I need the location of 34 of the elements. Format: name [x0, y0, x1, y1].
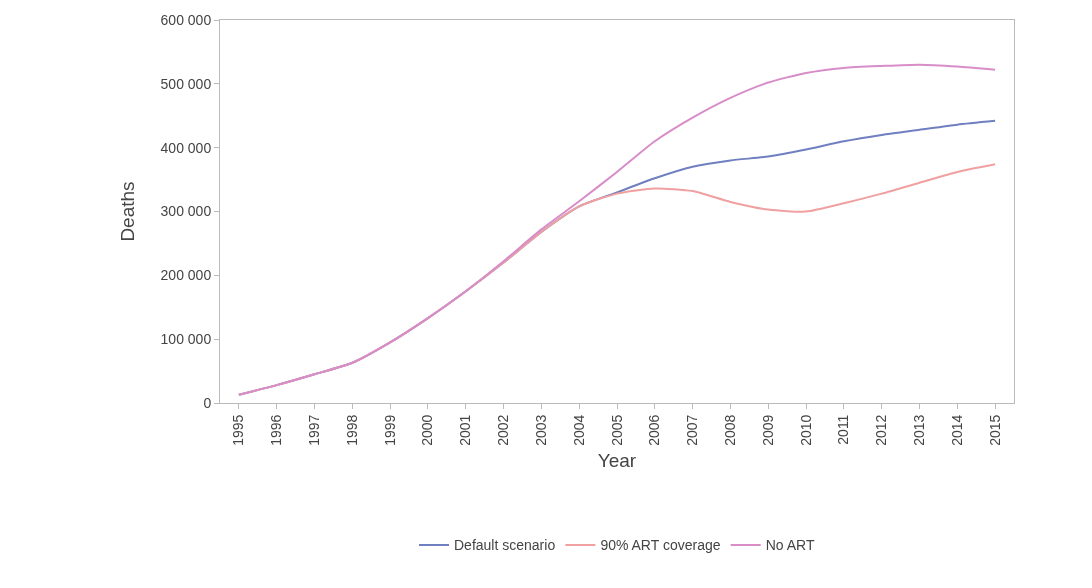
y-tick-label: 600 000 [160, 11, 212, 28]
x-tick-label: 1999 [381, 414, 398, 446]
x-tick-label: 2004 [570, 414, 587, 446]
y-tick-label: 400 000 [160, 139, 212, 156]
x-tick-label: 2013 [911, 414, 928, 446]
x-tick-label: 2003 [532, 414, 549, 446]
x-tick-label: 2000 [419, 414, 436, 446]
y-tick-label: 200 000 [160, 267, 212, 284]
legend-label: Default scenario [454, 537, 556, 554]
x-tick-label: 2005 [608, 414, 625, 446]
x-tick-label: 2002 [495, 414, 512, 446]
x-tick-label: 2012 [873, 414, 890, 446]
x-tick-label: 1995 [230, 414, 247, 446]
x-tick-label: 1998 [343, 414, 360, 446]
y-tick-label: 500 000 [160, 75, 212, 92]
legend-label: 90% ART coverage [600, 537, 721, 554]
line-series [237, 63, 997, 396]
y-tick-label: 0 [203, 394, 212, 411]
x-tick-label: 1997 [306, 414, 323, 446]
x-tick-label: 2014 [948, 414, 965, 446]
y-axis-title: Deaths [117, 181, 139, 242]
x-tick-label: 2006 [646, 414, 663, 446]
y-tick-label: 100 000 [160, 331, 212, 348]
x-tick-label: 2015 [986, 414, 1003, 446]
x-tick-label: 2008 [721, 414, 738, 446]
x-axis-title: Year [597, 449, 637, 471]
x-tick-label: 2001 [457, 414, 474, 446]
x-tick-label: 2009 [759, 414, 776, 446]
x-tick-label: 2007 [684, 414, 701, 446]
x-tick-label: 2010 [797, 414, 814, 446]
legend-label: No ART [765, 537, 815, 554]
y-tick-label: 300 000 [160, 203, 212, 220]
x-tick-label: 1996 [268, 414, 285, 446]
x-tick-label: 2011 [835, 414, 852, 445]
